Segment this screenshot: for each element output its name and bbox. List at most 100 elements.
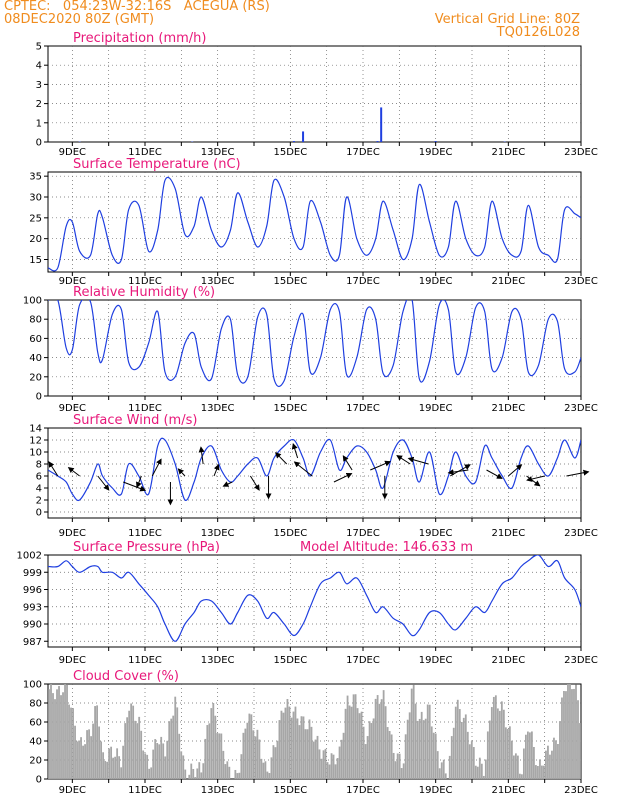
pressure-title: Surface Pressure (hPa)	[73, 540, 220, 555]
cloud-bar	[284, 707, 287, 779]
cloud-bar	[184, 769, 187, 779]
cloud-bar	[384, 706, 387, 779]
cloud-bar	[428, 704, 431, 779]
cloud-bar	[168, 721, 171, 779]
cloud-bar	[350, 706, 353, 779]
cloud-bar	[553, 737, 555, 779]
cloud-bar	[204, 738, 207, 779]
cloud-bar	[476, 766, 479, 779]
cloud-bar	[370, 723, 373, 779]
cloud-bar	[106, 761, 109, 779]
precipitation-frame	[47, 45, 582, 143]
cloud-bar	[226, 761, 229, 779]
x-tick-label: 19DEC	[419, 528, 453, 539]
cloud-bar	[308, 719, 311, 779]
cloud-bar	[116, 748, 119, 779]
pressure-frame	[47, 554, 582, 648]
cloud-bar	[264, 761, 267, 779]
cloud-bar	[458, 709, 461, 779]
wind-arrow	[151, 458, 162, 477]
cloud-bar	[282, 712, 285, 779]
cloud-bar	[306, 729, 309, 779]
temperature-title: Surface Temperature (nC)	[73, 157, 241, 172]
wind-arrow	[566, 469, 590, 477]
cloud-bar	[506, 729, 509, 779]
cloud-bar	[551, 750, 553, 779]
x-tick-label: 23DEC	[564, 403, 598, 414]
cloud-bar	[88, 729, 90, 779]
cloud-bar	[172, 715, 175, 779]
cloud-bar	[258, 739, 261, 779]
cloud-bar	[164, 756, 167, 779]
cloud-bar	[482, 775, 485, 779]
cloud-bar	[216, 733, 219, 779]
cloud-bar	[460, 722, 463, 779]
cloud-bar	[70, 707, 72, 779]
cloud-bar	[432, 732, 435, 779]
pressure-panel: 987 990 993 996 999 1002 9DEC 11DEC 13DEC 15DEC 17…	[17, 540, 598, 666]
y-tick-label: 60	[29, 334, 42, 345]
cloud-bar	[358, 713, 361, 779]
x-tick-label: 13DEC	[201, 276, 235, 287]
cloud-bar	[535, 765, 537, 779]
cloud-bar	[148, 768, 151, 779]
cloud-bar	[296, 718, 299, 779]
x-tick-label: 11DEC	[128, 403, 162, 414]
cloud-bar	[559, 721, 561, 779]
cloud-bar	[72, 708, 74, 779]
cloud-bar	[372, 718, 375, 779]
cloud-bar	[80, 737, 82, 779]
cloud-bar	[450, 736, 453, 779]
cloud-bar	[382, 690, 385, 779]
cloud-bar	[138, 716, 141, 779]
cloud-bar	[318, 749, 321, 779]
x-tick-label: 21DEC	[491, 785, 525, 796]
cloud-bar	[400, 768, 403, 779]
cloud-bar	[362, 726, 365, 779]
cloud-cover-title: Cloud Cover (%)	[73, 669, 179, 684]
x-tick-label: 21DEC	[491, 276, 525, 287]
wind-arrow	[508, 464, 523, 477]
cloud-bar	[573, 688, 575, 779]
cloud-bar	[549, 754, 551, 779]
cloud-bar	[390, 734, 393, 779]
cloud-bar	[498, 710, 501, 779]
cloud-bar	[98, 726, 100, 779]
cloud-bar	[508, 726, 511, 779]
cloud-bar	[338, 746, 341, 779]
cloud-bar	[310, 726, 313, 779]
cloud-bar	[488, 720, 491, 779]
cloud-bar	[502, 709, 505, 779]
x-tick-label: 19DEC	[419, 403, 453, 414]
cloud-bar	[286, 699, 289, 779]
cloud-bar	[408, 712, 411, 779]
cloud-bar	[512, 755, 515, 779]
cloud-bar	[182, 755, 185, 779]
x-tick-label: 23DEC	[564, 147, 598, 158]
cloud-bar	[394, 761, 397, 779]
cloud-bar	[414, 703, 417, 779]
cloud-bar	[531, 731, 533, 779]
y-tick-label: 15	[29, 255, 42, 266]
wind-arrow	[291, 443, 299, 459]
y-tick-label: 35	[29, 172, 42, 183]
cloud-bar	[434, 733, 437, 779]
x-tick-label: 13DEC	[201, 403, 235, 414]
x-tick-label: 9DEC	[59, 528, 86, 539]
cloud-bar	[316, 735, 319, 779]
cloud-bar	[120, 767, 123, 779]
cloud-bar	[202, 763, 205, 779]
cloud-bar	[486, 731, 489, 779]
cloud-bar	[108, 748, 111, 779]
cloud-cover-panel: 0 20 40 60 80 100 9DEC 11DEC 13DEC 15DEC 17DEC 19DE…	[23, 669, 598, 796]
cloud-bar	[288, 706, 291, 779]
x-tick-label: 17DEC	[346, 785, 380, 796]
wind-arrow	[293, 461, 313, 477]
y-tick-label: 0	[36, 138, 42, 149]
cloud-bar	[448, 755, 451, 779]
cloud-bar	[312, 741, 315, 779]
cloud-bar	[412, 684, 415, 779]
precipitation-title: Precipitation (mm/h)	[73, 31, 206, 46]
cloud-bar	[332, 754, 335, 779]
cloud-bar	[178, 733, 181, 779]
